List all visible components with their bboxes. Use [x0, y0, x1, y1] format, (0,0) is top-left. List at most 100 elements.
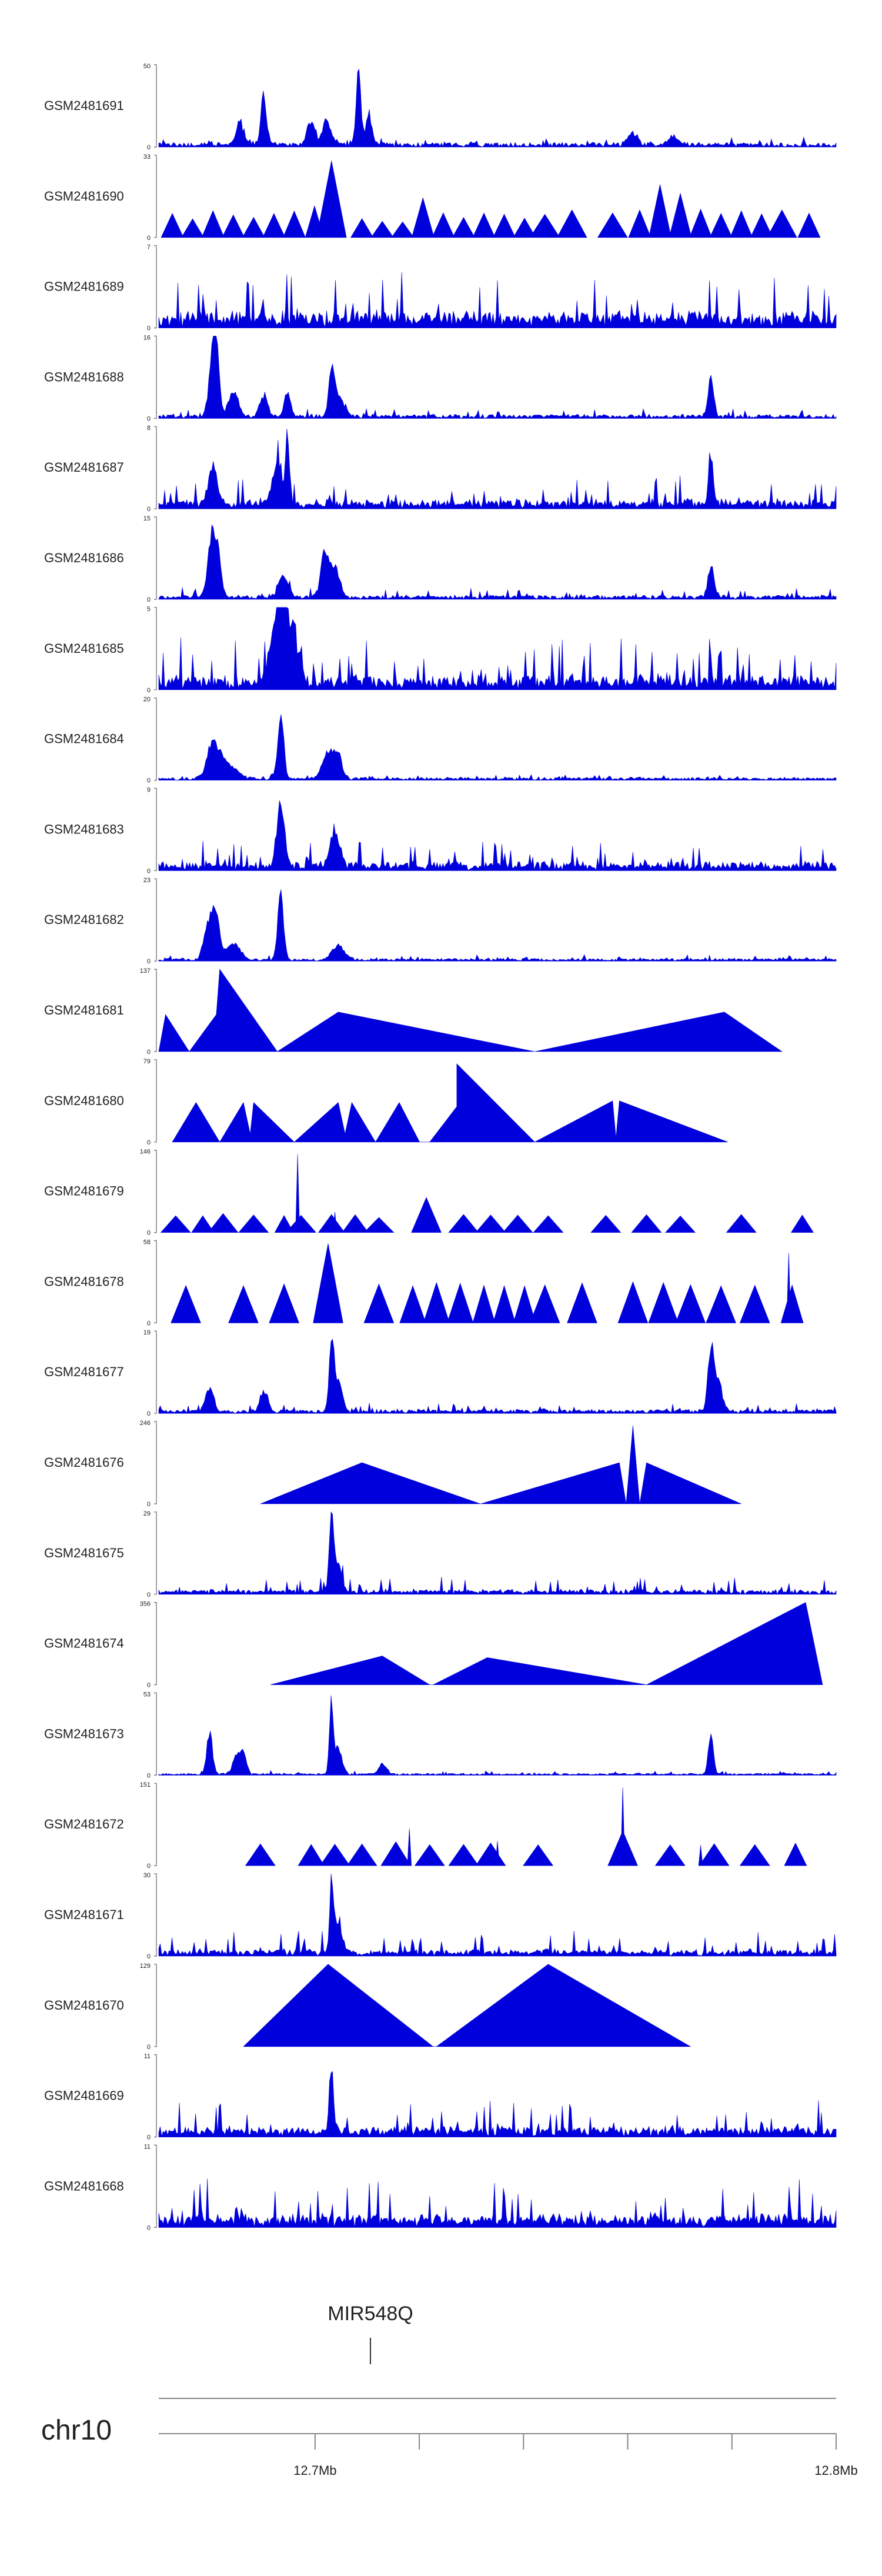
track-label: GSM2481688	[44, 369, 124, 384]
track-label: GSM2481681	[44, 1003, 124, 1017]
track-label: GSM2481683	[44, 822, 124, 836]
y-axis	[154, 155, 157, 238]
track-GSM2481675: GSM2481675 29 0	[44, 1510, 837, 1599]
track-signal	[158, 800, 837, 871]
track-label: GSM2481679	[44, 1184, 124, 1199]
y-axis	[154, 1783, 157, 1866]
y-min-label: 0	[147, 235, 151, 242]
y-axis	[154, 2144, 157, 2228]
y-min-label: 0	[147, 1410, 151, 1417]
track-label: GSM2481677	[44, 1364, 124, 1379]
y-max-label: 11	[144, 2053, 151, 2060]
chromosome-label: chr10	[41, 2415, 112, 2446]
y-min-label: 0	[147, 1953, 151, 1960]
y-max-label: 11	[144, 2143, 151, 2150]
track-GSM2481677: GSM2481677 19 0	[44, 1329, 837, 1417]
track-signal	[245, 1787, 807, 1866]
y-axis	[154, 1964, 157, 2047]
y-min-label: 0	[147, 1501, 151, 1508]
track-label: GSM2481675	[44, 1546, 124, 1560]
track-label: GSM2481676	[44, 1455, 124, 1470]
track-GSM2481680: GSM2481680 79 0	[44, 1058, 728, 1146]
y-max-label: 79	[143, 1058, 151, 1065]
y-max-label: 356	[140, 1601, 151, 1608]
track-GSM2481673: GSM2481673 53 0	[44, 1691, 837, 1779]
track-GSM2481690: GSM2481690 33 0	[44, 154, 821, 242]
track-signal	[260, 1425, 741, 1504]
track-GSM2481672: GSM2481672 151 0	[44, 1781, 807, 1870]
track-GSM2481683: GSM2481683 9 0	[44, 786, 837, 875]
y-max-label: 9	[147, 786, 151, 793]
track-signal	[270, 1602, 823, 1685]
track-GSM2481678: GSM2481678 58 0	[44, 1239, 804, 1327]
track-signal	[158, 969, 783, 1052]
x-ticks: 12.7Mb 12.8Mb	[293, 2434, 858, 2478]
y-min-label: 0	[147, 325, 151, 332]
track-label: GSM2481689	[44, 279, 124, 294]
x-tick-label: 12.7Mb	[293, 2463, 336, 2478]
track-signal	[158, 1873, 837, 1957]
y-axis	[154, 1602, 157, 1686]
y-min-label: 0	[147, 1139, 151, 1146]
track-signal	[243, 1964, 691, 2047]
y-min-label: 0	[147, 958, 151, 965]
track-GSM2481684: GSM2481684 20 0	[44, 696, 837, 785]
track-label: GSM2481680	[44, 1093, 124, 1108]
y-axis	[154, 1059, 157, 1143]
y-min-label: 0	[147, 867, 151, 875]
track-signal	[158, 524, 837, 600]
track-label: GSM2481686	[44, 550, 124, 565]
track-GSM2481688: GSM2481688 16 0	[44, 334, 837, 422]
track-signal	[160, 1154, 814, 1233]
y-axis	[154, 2054, 157, 2138]
y-min-label: 0	[147, 596, 151, 603]
y-max-label: 23	[143, 877, 151, 884]
y-min-label: 0	[147, 1230, 151, 1237]
y-axis	[154, 1240, 157, 1323]
y-axis	[154, 969, 157, 1052]
track-GSM2481686: GSM2481686 15 0	[44, 515, 837, 603]
track-signal	[171, 1243, 804, 1323]
y-axis	[154, 516, 157, 600]
track-GSM2481689: GSM2481689 7 0	[44, 244, 837, 332]
track-GSM2481674: GSM2481674 356 0	[44, 1601, 823, 1689]
y-min-label: 0	[147, 2044, 151, 2051]
track-GSM2481681: GSM2481681 137 0	[44, 967, 783, 1056]
track-label: GSM2481691	[44, 98, 124, 113]
y-axis	[154, 878, 157, 962]
y-max-label: 29	[143, 1510, 151, 1517]
track-signal	[161, 161, 821, 238]
y-max-label: 20	[143, 696, 151, 703]
track-GSM2481685: GSM2481685 5 0	[44, 606, 837, 694]
y-axis	[154, 1692, 157, 1776]
track-signal	[158, 714, 837, 781]
y-axis	[154, 1421, 157, 1504]
y-min-label: 0	[147, 1772, 151, 1779]
y-max-label: 8	[147, 425, 151, 432]
y-min-label: 0	[147, 1591, 151, 1599]
track-signal	[158, 607, 837, 690]
y-min-label: 0	[147, 2224, 151, 2231]
track-signal	[158, 889, 837, 962]
track-label: GSM2481685	[44, 641, 124, 656]
track-label: GSM2481670	[44, 1998, 124, 2013]
y-min-label: 0	[147, 1682, 151, 1689]
track-label: GSM2481669	[44, 2088, 124, 2103]
y-axis	[154, 788, 157, 871]
y-max-label: 151	[140, 1781, 151, 1788]
track-label: GSM2481668	[44, 2178, 124, 2193]
track-GSM2481671: GSM2481671 30 0	[44, 1872, 837, 1960]
y-max-label: 146	[140, 1149, 151, 1156]
track-signal	[158, 272, 837, 328]
y-min-label: 0	[147, 1049, 151, 1056]
y-min-label: 0	[147, 506, 151, 513]
y-axis	[154, 698, 157, 781]
x-tick-label: 12.8Mb	[814, 2463, 857, 2478]
y-min-label: 0	[147, 1320, 151, 1327]
tracks-group: GSM2481691500GSM2481690330GSM248168970GS…	[44, 63, 837, 2231]
track-GSM2481669: GSM2481669 11 0	[44, 2053, 837, 2141]
track-signal	[158, 1695, 837, 1776]
y-axis	[154, 1873, 157, 1957]
y-axis	[154, 426, 157, 509]
track-signal	[158, 1511, 837, 1595]
